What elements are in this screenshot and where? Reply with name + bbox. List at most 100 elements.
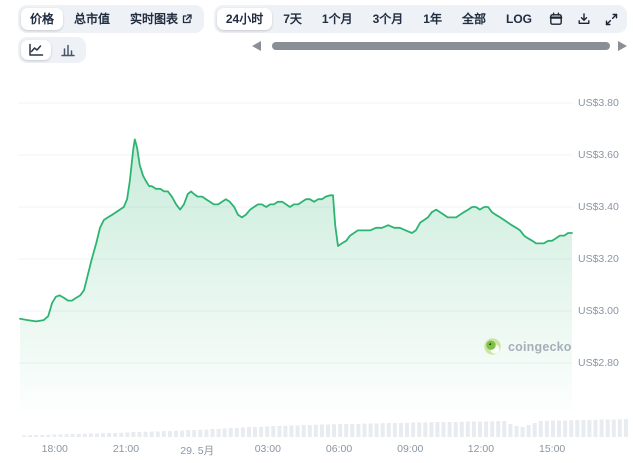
volume-bar	[180, 430, 185, 437]
volume-bar	[441, 422, 446, 437]
volume-bar	[575, 420, 580, 437]
volume-bar	[222, 428, 227, 437]
volume-bar	[623, 419, 628, 437]
expand-button[interactable]	[599, 9, 624, 30]
volume-bar	[326, 424, 330, 437]
time-range-group: 24小时 7天 1个月 3个月 1年 全部 LOG	[213, 5, 627, 33]
range-3m-button[interactable]: 3个月	[364, 8, 413, 30]
download-icon	[578, 13, 590, 24]
volume-bar	[216, 429, 221, 437]
volume-bar	[301, 425, 306, 437]
volume-bar	[125, 432, 130, 437]
range-7d-button[interactable]: 7天	[274, 8, 311, 30]
price-area-fill	[20, 139, 572, 410]
volume-bar	[502, 421, 507, 437]
volume-bar	[247, 427, 251, 437]
scroll-right-arrow[interactable]	[618, 41, 627, 51]
volume-bar	[137, 432, 142, 437]
volume-bar	[131, 432, 136, 437]
y-axis-label: US$2.80	[578, 357, 619, 369]
scroll-left-arrow[interactable]	[252, 41, 261, 51]
line-chart-button[interactable]	[21, 40, 51, 60]
volume-bar	[593, 419, 598, 437]
volume-bar	[107, 433, 112, 437]
volume-bar	[228, 428, 233, 437]
x-axis-label: 21:00	[112, 443, 140, 455]
volume-bar	[405, 422, 409, 437]
volume-bar	[34, 435, 39, 437]
volume-bar	[265, 426, 270, 437]
volume-bar	[76, 434, 81, 437]
volume-bar	[70, 434, 75, 437]
volume-bar	[386, 423, 391, 437]
volume-bar	[399, 423, 403, 437]
y-axis-label: US$3.80	[578, 97, 619, 109]
volume-bar	[423, 422, 428, 437]
volume-bar	[453, 422, 458, 437]
tab-price[interactable]: 价格	[21, 8, 64, 30]
volume-bar	[295, 425, 300, 437]
download-button[interactable]	[571, 8, 597, 30]
volume-bar	[46, 434, 51, 437]
volume-bar	[617, 419, 622, 437]
volume-bar	[204, 429, 209, 437]
volume-bar	[429, 422, 434, 437]
log-scale-button[interactable]: LOG	[497, 8, 541, 30]
range-1y-button[interactable]: 1年	[414, 8, 451, 30]
tab-live-chart[interactable]: 实时图表	[121, 8, 201, 30]
x-axis-label: 03:00	[254, 443, 281, 455]
volume-bar	[459, 421, 464, 437]
volume-bar	[174, 430, 178, 437]
volume-bar	[599, 419, 604, 437]
volume-bar	[526, 425, 531, 437]
range-24h-button[interactable]: 24小时	[216, 8, 273, 30]
volume-bar	[28, 435, 33, 437]
volume-bar	[307, 425, 312, 437]
volume-bar	[319, 424, 324, 437]
volume-bar	[611, 419, 616, 437]
volume-bar	[167, 431, 172, 437]
volume-bar	[465, 421, 470, 437]
volume-bar	[532, 423, 537, 437]
scrollbar-thumb[interactable]	[272, 42, 610, 50]
volume-bar	[52, 434, 57, 437]
x-axis-label: 18:00	[41, 443, 68, 455]
volume-bar	[362, 423, 367, 437]
volume-bar	[283, 425, 288, 437]
bar-chart-button[interactable]	[53, 40, 83, 60]
volume-bar	[520, 427, 525, 437]
volume-bar	[149, 431, 154, 437]
volume-bar	[411, 422, 416, 437]
volume-bar	[253, 427, 257, 437]
volume-bar	[374, 423, 379, 437]
x-axis-label: 09:00	[397, 443, 424, 455]
y-axis-label: US$3.20	[578, 253, 619, 265]
range-1m-button[interactable]: 1个月	[313, 8, 362, 30]
volume-bar	[538, 421, 543, 437]
volume-bar	[40, 435, 45, 437]
y-axis-label: US$3.00	[578, 305, 619, 317]
volume-bar	[368, 423, 373, 437]
tab-live-chart-label: 实时图表	[130, 12, 179, 26]
volume-bar	[563, 420, 568, 437]
calendar-button[interactable]	[543, 8, 569, 30]
chart-scrollbar	[252, 41, 627, 51]
volume-bar	[101, 433, 105, 437]
tab-market-cap[interactable]: 总市值	[65, 8, 119, 30]
volume-bar	[332, 424, 337, 437]
volume-bar	[22, 435, 26, 437]
volume-bar	[161, 431, 166, 437]
x-axis-label: 12:00	[467, 443, 495, 455]
coingecko-gecko-logo	[484, 338, 501, 355]
volume-bar	[344, 424, 349, 437]
volume-bar	[289, 425, 294, 437]
volume-bar	[471, 421, 476, 437]
volume-bar	[338, 424, 343, 437]
range-all-button[interactable]: 全部	[453, 8, 495, 30]
bar-chart-icon	[61, 44, 75, 57]
volume-bar	[551, 420, 555, 437]
volume-bar	[313, 424, 318, 437]
volume-bar	[447, 422, 452, 437]
